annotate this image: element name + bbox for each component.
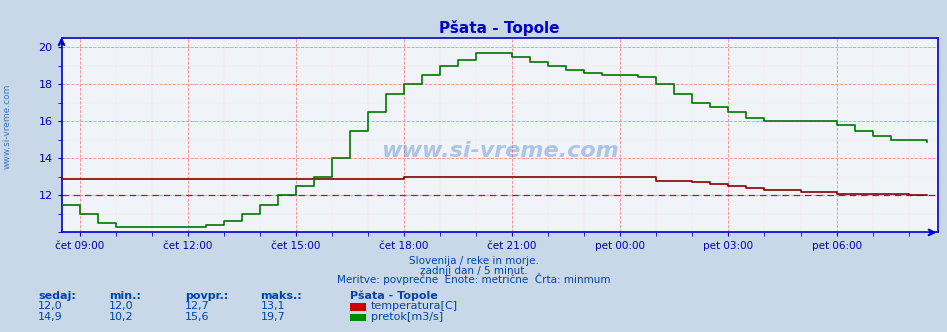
Text: 19,7: 19,7	[260, 312, 285, 322]
Text: www.si-vreme.com: www.si-vreme.com	[3, 83, 12, 169]
Text: sedaj:: sedaj:	[38, 291, 76, 301]
Text: 12,0: 12,0	[109, 301, 134, 311]
Text: min.:: min.:	[109, 291, 141, 301]
Title: Pšata - Topole: Pšata - Topole	[439, 20, 560, 36]
Text: temperatura[C]: temperatura[C]	[371, 301, 458, 311]
Text: Slovenija / reke in morje.: Slovenija / reke in morje.	[408, 256, 539, 266]
Text: povpr.:: povpr.:	[185, 291, 228, 301]
Text: zadnji dan / 5 minut.: zadnji dan / 5 minut.	[420, 266, 527, 276]
Text: 12,7: 12,7	[185, 301, 209, 311]
Text: pretok[m3/s]: pretok[m3/s]	[371, 312, 443, 322]
Text: 12,0: 12,0	[38, 301, 63, 311]
Text: 10,2: 10,2	[109, 312, 134, 322]
Text: 13,1: 13,1	[260, 301, 285, 311]
Text: maks.:: maks.:	[260, 291, 302, 301]
Text: Meritve: povprečne  Enote: metrične  Črta: minmum: Meritve: povprečne Enote: metrične Črta:…	[337, 273, 610, 285]
Text: Pšata - Topole: Pšata - Topole	[350, 290, 438, 301]
Text: www.si-vreme.com: www.si-vreme.com	[381, 141, 618, 161]
Text: 14,9: 14,9	[38, 312, 63, 322]
Text: 15,6: 15,6	[185, 312, 209, 322]
